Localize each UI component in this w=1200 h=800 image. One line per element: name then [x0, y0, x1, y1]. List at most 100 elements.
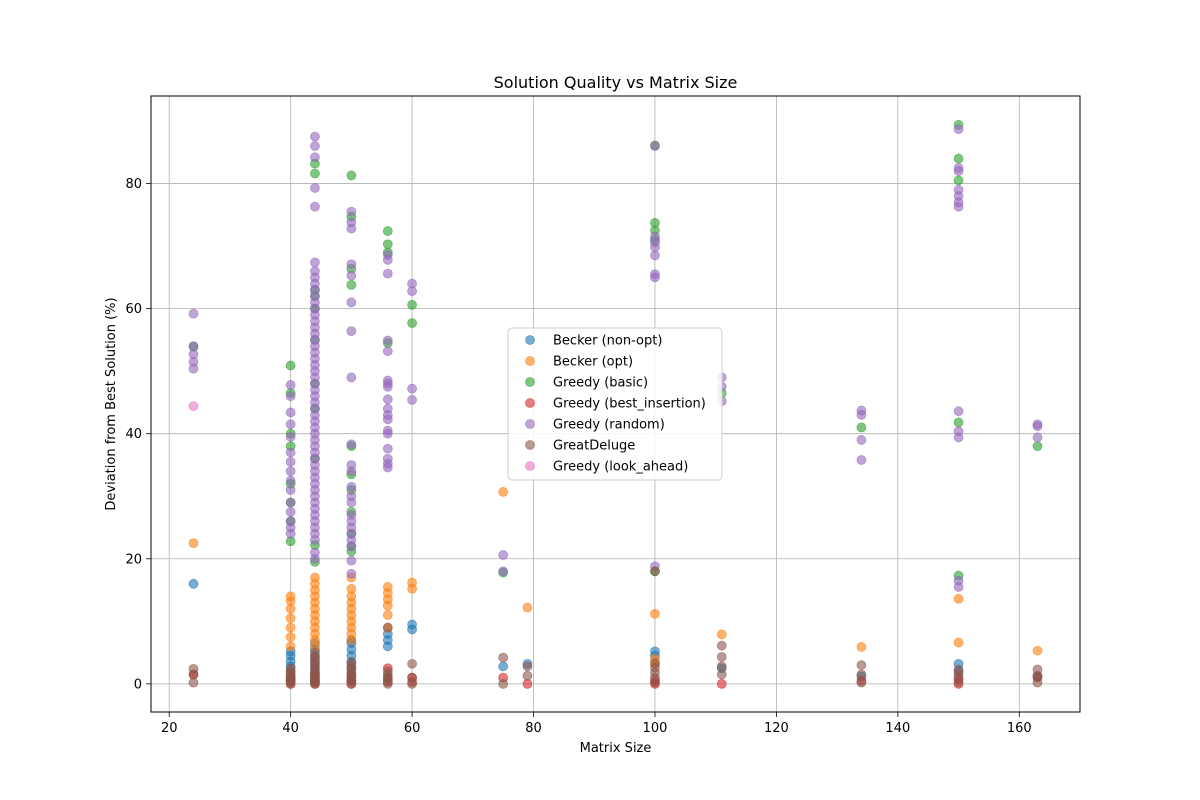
data-point	[285, 622, 296, 633]
data-point	[285, 591, 296, 602]
series-5	[188, 566, 1043, 689]
data-point	[650, 141, 660, 151]
data-point	[498, 678, 509, 689]
data-point	[856, 669, 867, 680]
data-point	[346, 297, 357, 308]
data-point	[285, 466, 296, 477]
data-point	[650, 658, 660, 669]
data-point	[382, 239, 393, 250]
data-point	[382, 381, 393, 392]
data-point	[856, 677, 867, 688]
data-point	[285, 497, 296, 508]
data-point	[285, 407, 296, 418]
data-point	[285, 632, 296, 642]
y-tick-label: 80	[125, 177, 142, 192]
data-point	[650, 242, 660, 253]
data-point	[953, 201, 964, 212]
data-point	[285, 360, 296, 371]
data-point	[953, 582, 964, 592]
data-point	[310, 201, 320, 212]
legend-marker	[525, 377, 535, 387]
data-point	[953, 166, 964, 176]
data-point	[522, 661, 533, 672]
data-point	[188, 538, 199, 549]
x-tick-label: 100	[643, 721, 668, 736]
data-point	[407, 299, 417, 310]
plot-area-frame	[150, 95, 1081, 713]
data-point	[407, 383, 417, 394]
legend-label: Becker (opt)	[553, 355, 633, 370]
data-point	[310, 572, 320, 583]
data-point	[188, 341, 199, 352]
data-point	[346, 326, 357, 337]
legend-label: GreatDeluge	[553, 439, 635, 454]
y-axis-title: Deviation from Best Solution (%)	[104, 297, 119, 510]
legend-label: Greedy (look_ahead)	[553, 460, 688, 475]
data-point	[346, 439, 357, 450]
series-6	[188, 401, 199, 412]
data-point	[188, 401, 199, 412]
data-point	[285, 419, 296, 430]
x-tick-label: 20	[161, 721, 178, 736]
data-point	[285, 391, 296, 402]
data-point	[650, 566, 660, 577]
data-point	[498, 566, 509, 577]
data-point	[856, 455, 867, 465]
data-point	[856, 435, 867, 445]
legend-label: Becker (non-opt)	[553, 334, 662, 349]
data-point	[188, 677, 199, 688]
data-point	[346, 170, 357, 181]
data-point	[285, 485, 296, 495]
x-tick-label: 80	[525, 721, 542, 736]
legend-marker	[525, 440, 535, 450]
data-point	[346, 206, 357, 217]
data-point	[953, 664, 964, 675]
data-point	[953, 637, 964, 648]
data-point	[188, 578, 199, 589]
data-point	[346, 568, 357, 579]
data-point	[188, 308, 199, 319]
legend-marker	[525, 461, 535, 471]
legend-marker	[525, 419, 535, 429]
data-point	[382, 622, 393, 633]
data-point	[953, 417, 964, 428]
x-tick-label: 160	[1007, 721, 1032, 736]
data-point	[498, 486, 509, 497]
data-point	[382, 254, 393, 265]
data-point	[310, 183, 320, 193]
data-point	[498, 550, 509, 560]
data-point	[382, 394, 393, 405]
y-axis-ticks: 0 20 40 60 80	[125, 177, 151, 692]
data-point	[716, 678, 727, 689]
data-point	[188, 663, 199, 674]
legend-label: Greedy (random)	[553, 418, 665, 433]
y-tick-label: 40	[125, 427, 142, 442]
data-point	[953, 432, 964, 443]
data-point	[716, 669, 727, 680]
data-point	[1032, 421, 1043, 432]
data-point	[856, 660, 867, 670]
x-tick-label: 40	[282, 721, 299, 736]
data-point	[1032, 441, 1043, 452]
data-point	[346, 466, 357, 477]
data-point	[953, 153, 964, 164]
data-point	[1032, 664, 1043, 675]
data-point	[285, 447, 296, 458]
data-point	[310, 257, 320, 268]
data-point	[285, 456, 296, 467]
data-point	[346, 223, 357, 234]
data-point	[1032, 432, 1043, 443]
data-point	[382, 610, 393, 620]
legend-marker	[525, 398, 535, 408]
data-point	[716, 661, 727, 672]
data-point	[285, 475, 296, 486]
data-point	[188, 363, 199, 374]
data-point	[346, 259, 357, 270]
data-point	[382, 346, 393, 357]
data-point	[953, 175, 964, 186]
data-point	[650, 272, 660, 283]
data-point	[346, 497, 357, 508]
data-points	[188, 119, 1043, 689]
legend-marker	[525, 356, 535, 366]
data-point	[310, 647, 320, 658]
